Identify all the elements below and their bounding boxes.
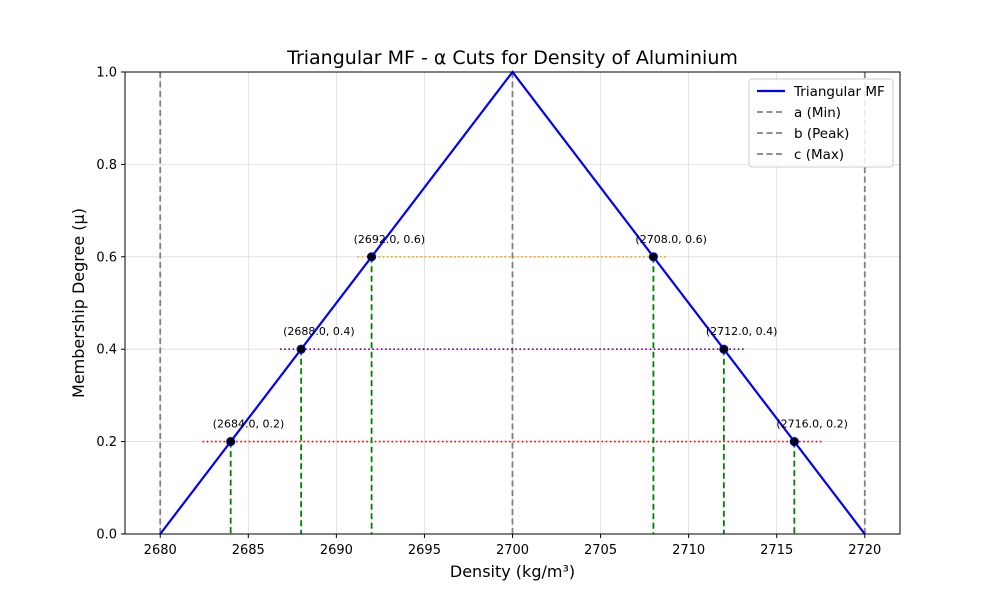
- y-axis-label: Membership Degree (μ): [69, 208, 88, 398]
- x-tick-label: 2690: [320, 543, 353, 558]
- point-label: (2692.0, 0.6): [354, 233, 426, 246]
- alpha-cut-point: [366, 252, 377, 262]
- legend-label: c (Max): [794, 147, 844, 163]
- x-tick-label: 2720: [848, 543, 881, 558]
- x-tick-label: 2715: [760, 543, 793, 558]
- alpha-cut-point: [648, 252, 659, 262]
- x-tick-label: 2710: [672, 543, 705, 558]
- x-tick-label: 2705: [584, 543, 617, 558]
- y-tick-label: 0.0: [96, 528, 117, 543]
- point-label: (2712.0, 0.4): [706, 325, 778, 338]
- legend: Triangular MF a (Min) b (Peak) c (Max): [748, 78, 894, 168]
- y-tick-label: 1.0: [96, 66, 117, 81]
- alpha-cut-point: [296, 344, 306, 354]
- legend-label: b (Peak): [794, 126, 849, 142]
- alpha-cut-point: [226, 436, 236, 447]
- y-tick-label: 0.2: [96, 435, 117, 450]
- point-label: (2688.0, 0.4): [283, 325, 355, 338]
- point-label: (2708.0, 0.6): [635, 233, 707, 246]
- y-tick-label: 0.8: [96, 158, 117, 173]
- point-label: (2684.0, 0.2): [213, 418, 285, 431]
- point-label: (2716.0, 0.2): [776, 418, 848, 431]
- legend-label: a (Min): [794, 105, 841, 121]
- alpha-cut-point: [789, 436, 799, 447]
- x-tick-label: 2700: [496, 543, 529, 558]
- y-tick-label: 0.4: [96, 343, 117, 358]
- x-tick-label: 2680: [144, 543, 177, 558]
- legend-label: Triangular MF: [793, 84, 885, 100]
- alpha-cut-point: [719, 344, 729, 354]
- x-tick-label: 2685: [232, 543, 265, 558]
- x-tick-label: 2695: [408, 543, 441, 558]
- x-axis-label: Density (kg/m³): [450, 562, 575, 581]
- chart-title: Triangular MF - α Cuts for Density of Al…: [286, 47, 738, 69]
- legend-box: [748, 78, 894, 168]
- y-tick-label: 0.6: [96, 250, 117, 265]
